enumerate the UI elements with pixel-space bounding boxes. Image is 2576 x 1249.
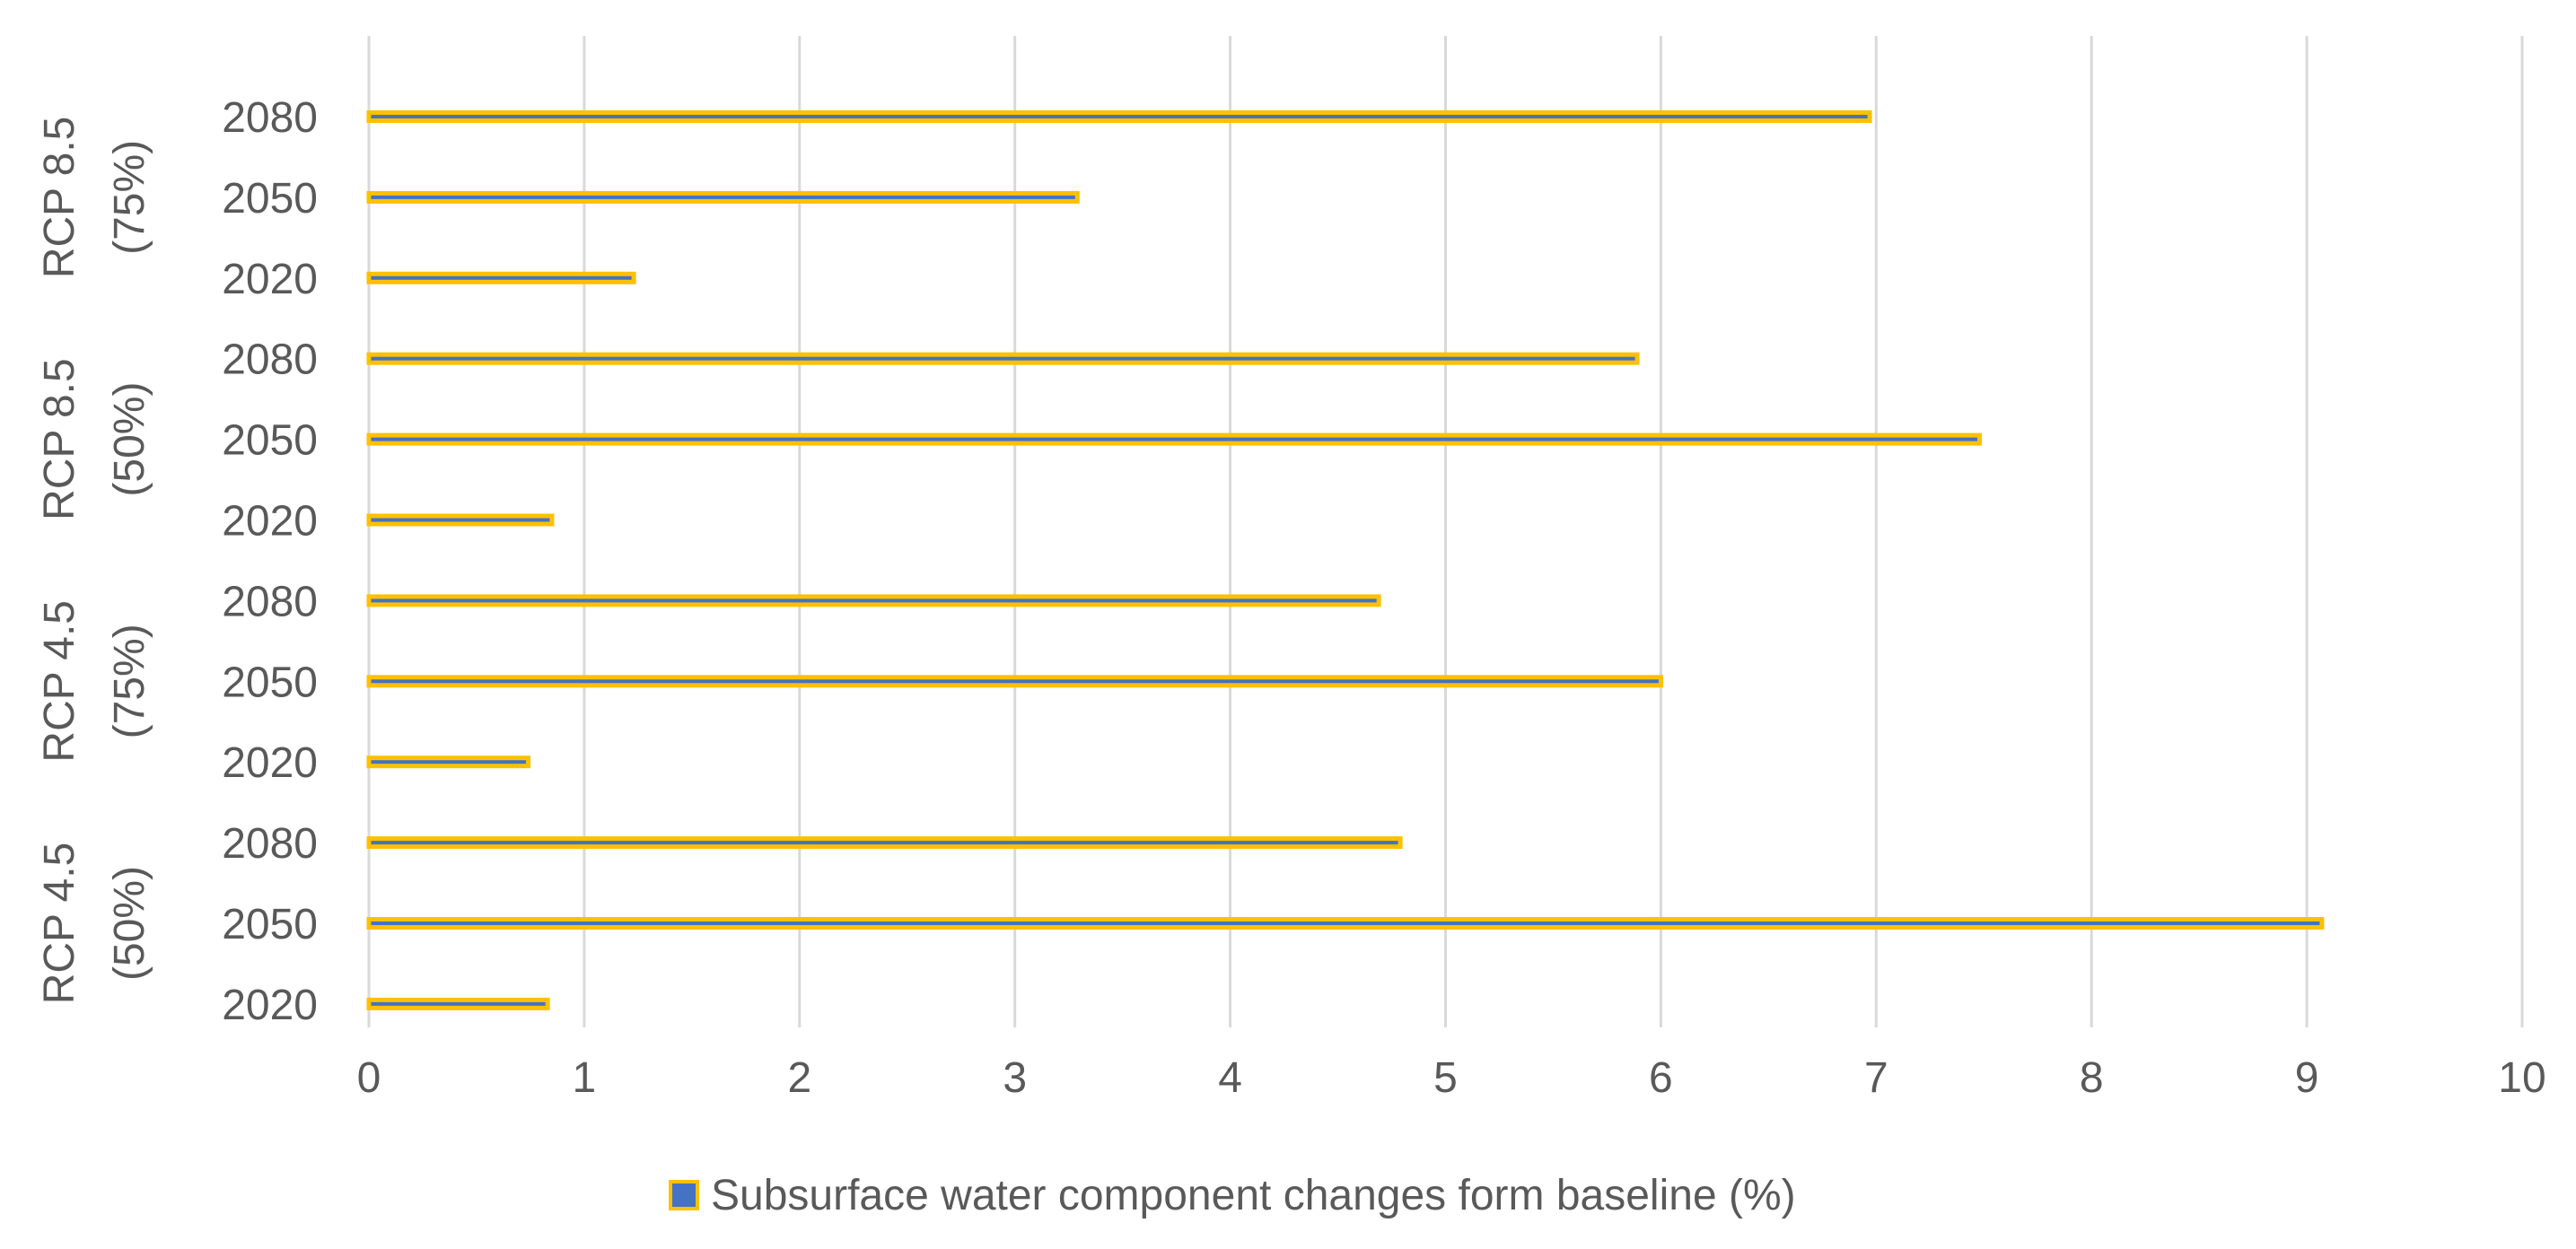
- group-label-rcp-4-5-75-: RCP 4.5 (75%): [36, 600, 153, 763]
- group-label-line: RCP 8.5: [36, 117, 83, 279]
- x-tick-label-5: 5: [1433, 1054, 1458, 1102]
- bar-rcp-8-5-75--2080: [366, 110, 1872, 123]
- bar-rcp-4-5-75--2020: [366, 756, 531, 769]
- y-tick-label-2020: 2020: [222, 739, 318, 787]
- x-tick-label-0: 0: [357, 1054, 381, 1102]
- y-tick-label-2080: 2080: [222, 94, 318, 142]
- y-axis-group-labels: RCP 4.5 (50%)RCP 4.5 (75%)RCP 8.5 (50%)RCP …: [36, 117, 153, 1005]
- bar-rcp-4-5-50--2050: [366, 917, 2325, 930]
- y-tick-label-2080: 2080: [222, 336, 318, 384]
- y-tick-label-2080: 2080: [222, 578, 318, 625]
- group-label-rcp-8-5-50-: RCP 8.5 (50%): [36, 358, 153, 520]
- legend-label: Subsurface water component changes form …: [711, 1172, 1796, 1219]
- bar-rcp-8-5-75--2020: [366, 271, 636, 284]
- group-label-line: RCP 4.5: [36, 843, 83, 1005]
- y-tick-label-2020: 2020: [222, 256, 318, 303]
- x-tick-label-7: 7: [1864, 1054, 1888, 1102]
- bar-rcp-4-5-75--2080: [366, 594, 1381, 607]
- bar-rcp-8-5-75--2050: [366, 190, 1080, 204]
- x-tick-label-1: 1: [573, 1054, 597, 1102]
- group-label-line: RCP 4.5: [36, 600, 83, 763]
- bar-rcp-4-5-50--2080: [366, 836, 1403, 850]
- x-tick-label-4: 4: [1218, 1054, 1242, 1102]
- y-tick-label-2080: 2080: [222, 820, 318, 868]
- group-label-rcp-4-5-50-: RCP 4.5 (50%): [36, 843, 153, 1005]
- group-label-line: RCP 8.5: [36, 358, 83, 520]
- bar-rcp-8-5-50--2020: [366, 513, 555, 527]
- x-tick-label-6: 6: [1649, 1054, 1673, 1102]
- x-tick-label-8: 8: [2080, 1054, 2104, 1102]
- y-tick-label-2020: 2020: [222, 982, 318, 1029]
- y-tick-label-2050: 2050: [222, 175, 318, 223]
- x-tick-label-10: 10: [2498, 1054, 2545, 1102]
- bars: [366, 110, 2325, 1010]
- bar-rcp-4-5-75--2050: [366, 675, 1663, 688]
- y-axis-tick-labels: 2020 2050 2080 2020 2050 2080 2020 2050 2080 2020…: [222, 94, 318, 1029]
- bar-rcp-8-5-50--2080: [366, 352, 1640, 365]
- group-label-line: (50%): [106, 866, 153, 981]
- x-tick-label-2: 2: [787, 1054, 811, 1102]
- group-label-line: (75%): [106, 624, 153, 738]
- y-tick-label-2020: 2020: [222, 498, 318, 546]
- y-tick-label-2050: 2050: [222, 901, 318, 948]
- legend: Subsurface water component changes form …: [669, 1172, 1796, 1219]
- bar-rcp-4-5-50--2020: [366, 997, 550, 1010]
- x-tick-label-9: 9: [2295, 1054, 2319, 1102]
- x-tick-label-3: 3: [1003, 1054, 1027, 1102]
- legend-swatch: [669, 1180, 699, 1210]
- y-tick-label-2050: 2050: [222, 659, 318, 706]
- group-label-line: (50%): [106, 382, 153, 497]
- group-label-rcp-8-5-75-: RCP 8.5 (75%): [36, 117, 153, 279]
- bar-rcp-8-5-50--2050: [366, 432, 1982, 446]
- group-label-line: (75%): [106, 140, 153, 255]
- x-axis-tick-labels: 0 1 2 3 4 5 6 7 8 9 10: [357, 1054, 2546, 1102]
- y-tick-label-2050: 2050: [222, 417, 318, 465]
